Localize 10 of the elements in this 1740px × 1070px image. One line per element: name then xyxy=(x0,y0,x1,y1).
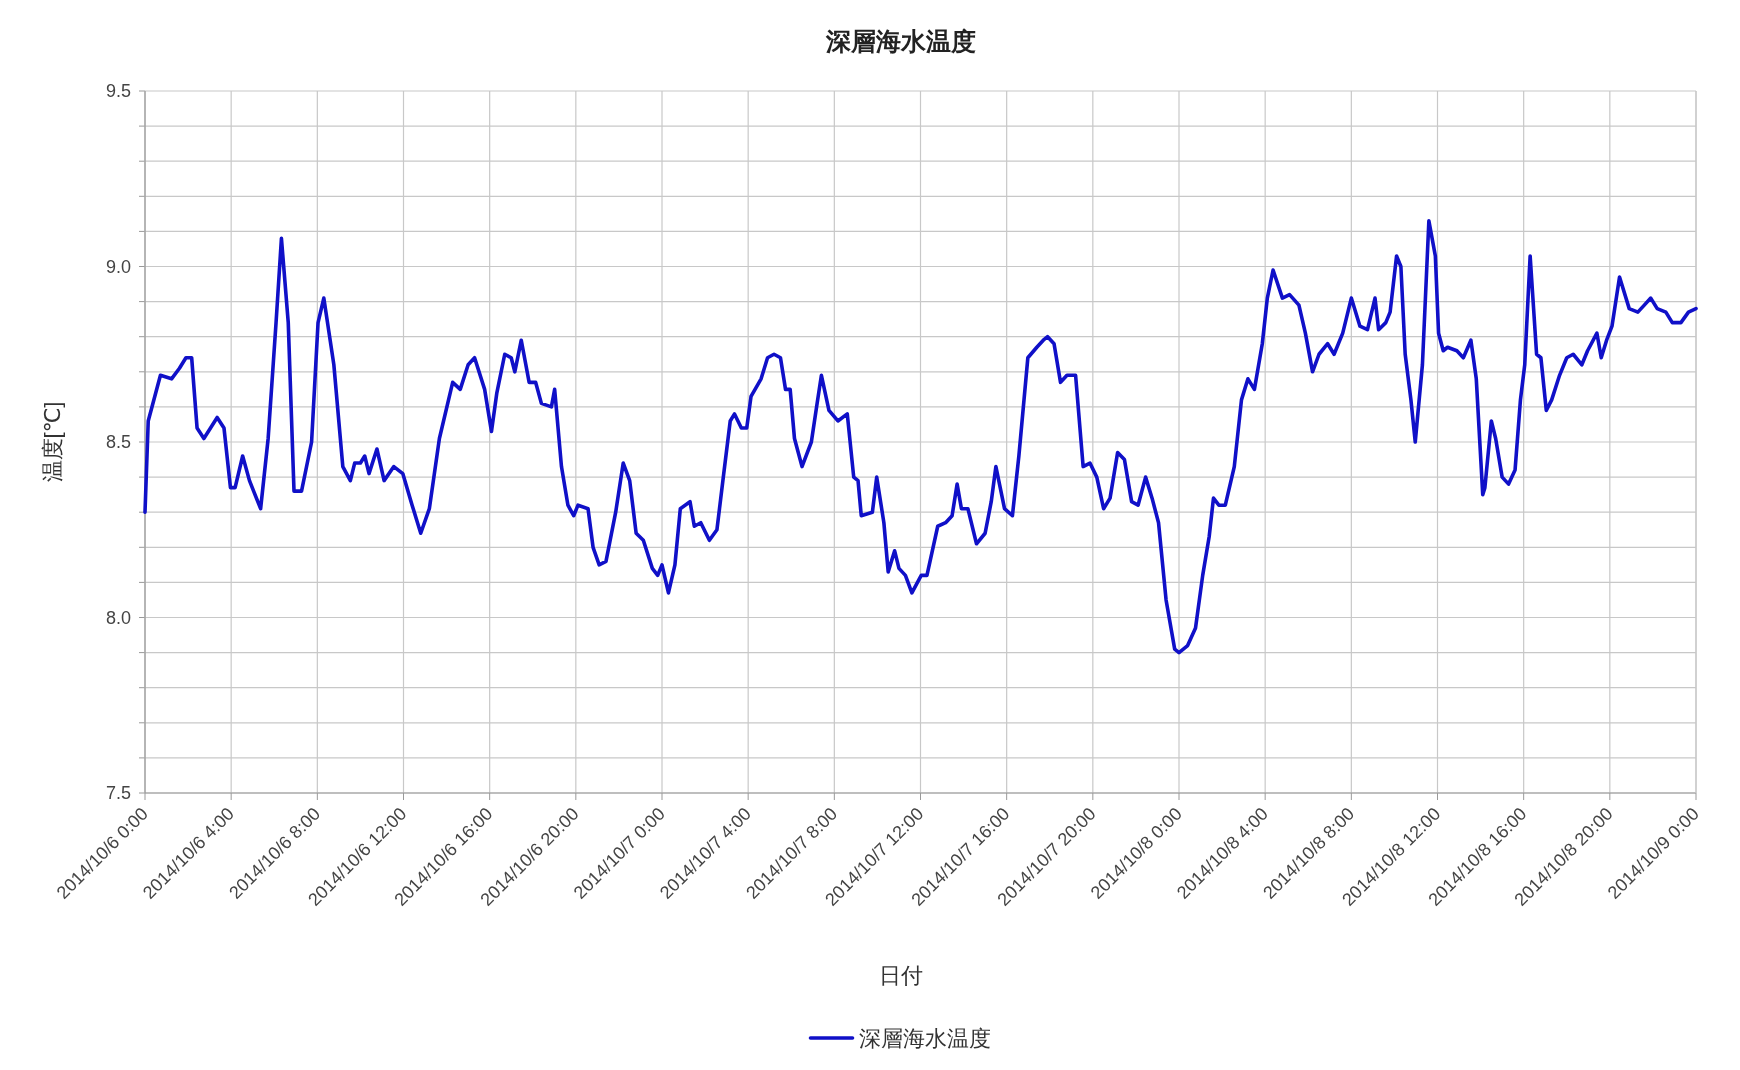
y-tick-label: 8.5 xyxy=(105,432,131,452)
y-tick-label: 9.5 xyxy=(105,81,131,101)
line-series xyxy=(143,219,1698,655)
y-axis-title: 温度[℃] xyxy=(40,401,65,483)
legend-label: 深層海水温度 xyxy=(858,1026,991,1051)
y-tick-label: 8.0 xyxy=(105,607,131,628)
y-tick-label: 7.5 xyxy=(105,783,131,803)
y-tick-label: 9.0 xyxy=(105,256,131,277)
x-axis-title: 日付 xyxy=(878,963,923,988)
chart-title: 深層海水温度 xyxy=(824,27,976,55)
